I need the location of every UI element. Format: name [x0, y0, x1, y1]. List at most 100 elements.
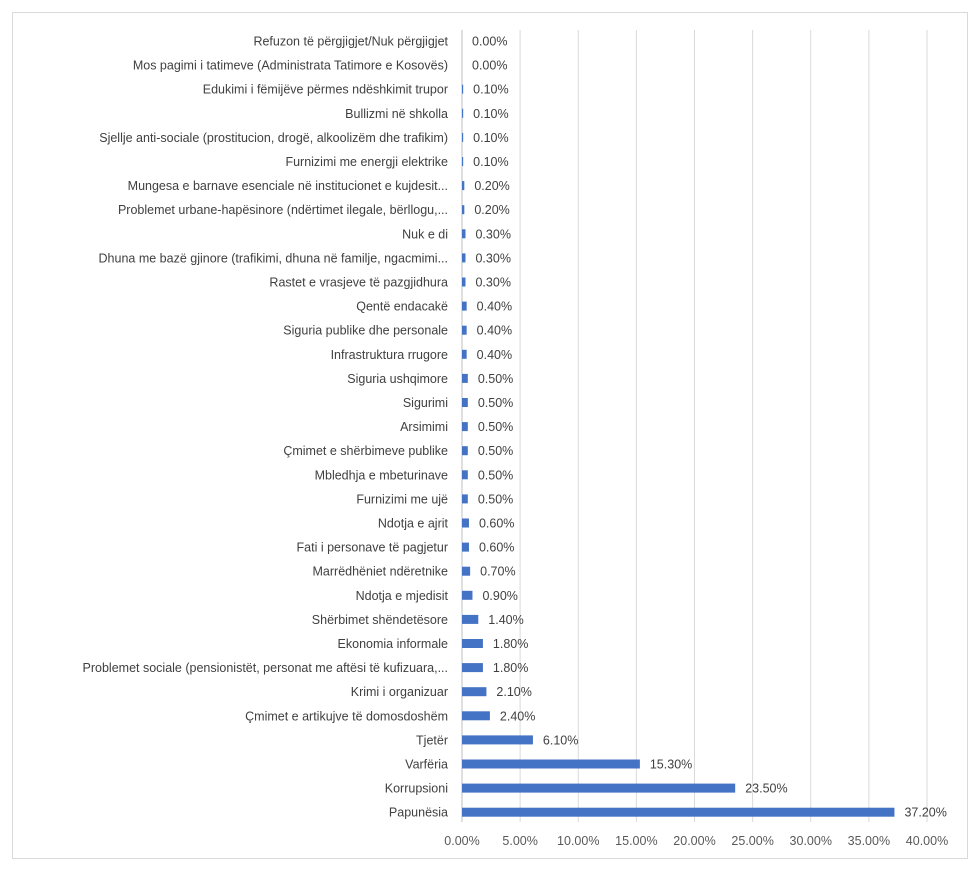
category-label: Krimi i organizuar [351, 685, 448, 699]
x-tick-label: 40.00% [906, 834, 948, 848]
x-tick-label: 25.00% [731, 834, 773, 848]
data-label: 0.30% [475, 251, 510, 265]
bar [462, 566, 471, 576]
bar [462, 349, 467, 359]
category-label: Infrastruktura rrugore [331, 348, 448, 362]
bar [462, 181, 465, 191]
category-label: Ndotja e ajrit [378, 517, 449, 531]
bar [462, 663, 483, 673]
category-label: Problemet urbane-hapësinore (ndërtimet i… [118, 203, 448, 217]
bar [462, 398, 468, 407]
data-label: 1.80% [493, 637, 528, 651]
category-label: Marrëdhëniet ndëretnike [313, 565, 449, 579]
data-label: 0.50% [478, 444, 513, 458]
category-label: Varfëria [405, 758, 448, 772]
data-label: 0.50% [478, 468, 513, 482]
bar [462, 759, 640, 769]
data-label: 0.10% [473, 83, 508, 97]
category-label: Ekonomia informale [338, 637, 449, 651]
category-label: Arsimimi [400, 420, 448, 434]
bar [462, 542, 469, 552]
category-label: Siguria publike dhe personale [283, 324, 448, 338]
category-label: Ndotja e mjedisit [356, 589, 449, 603]
x-tick-label: 15.00% [615, 834, 657, 848]
category-label: Rastet e vrasjeve të pazgjidhura [269, 276, 448, 290]
data-label: 0.50% [478, 396, 513, 410]
bar [462, 783, 736, 793]
category-label: Furnizimi me ujë [356, 492, 448, 506]
data-label: 2.10% [496, 685, 531, 699]
x-tick-label: 20.00% [673, 834, 715, 848]
category-labels: Refuzon të përgjigjet/Nuk përgjigjet Mos … [83, 35, 449, 820]
data-label: 15.30% [650, 758, 692, 772]
bar [462, 807, 895, 817]
category-label: Dhuna me bazë gjinore (trafikimi, dhuna … [99, 251, 448, 265]
bar [462, 229, 466, 239]
bar [462, 639, 483, 648]
category-label: Nuk e di [402, 227, 448, 241]
bar [462, 590, 473, 600]
x-tick-label: 5.00% [502, 834, 537, 848]
category-label: Refuzon të përgjigjet/Nuk përgjigjet [253, 35, 448, 49]
bar [462, 301, 467, 311]
category-label: Tjetër [416, 733, 448, 747]
bar [462, 205, 465, 215]
bar [462, 253, 466, 263]
data-label: 0.10% [473, 107, 508, 121]
data-label: 0.70% [480, 565, 515, 579]
x-tick-label: 10.00% [557, 834, 599, 848]
value-labels: 0.00% 0.00% 0.10% 0.10% 0.10% 0.10% 0.20% 0.20%… [472, 35, 947, 820]
category-label: Fati i personave të pagjetur [297, 541, 448, 555]
data-label: 0.50% [478, 420, 513, 434]
x-axis-ticks: 0.00% 5.00% 10.00% 15.00% 20.00% 25.00% 30.00%… [444, 834, 948, 848]
data-label: 0.40% [477, 324, 512, 338]
category-label: Korrupsioni [385, 782, 448, 796]
data-label: 0.30% [475, 276, 510, 290]
category-label: Sjellje anti-sociale (prostitucion, drog… [99, 131, 448, 145]
bar [462, 614, 479, 624]
data-label: 0.40% [477, 348, 512, 362]
data-label: 0.60% [479, 517, 514, 531]
data-label: 0.00% [472, 35, 507, 49]
bars [462, 84, 895, 817]
bar [462, 711, 490, 721]
x-tick-label: 30.00% [790, 834, 832, 848]
data-label: 0.60% [479, 541, 514, 555]
bar [462, 735, 533, 745]
bar [462, 422, 468, 432]
data-label: 0.40% [477, 300, 512, 314]
data-label: 0.90% [482, 589, 517, 603]
category-label: Çmimet e artikujve të domosdoshëm [245, 709, 448, 723]
data-label: 6.10% [543, 733, 578, 747]
bar [462, 373, 468, 383]
category-label: Problemet sociale (pensionistët, persona… [83, 661, 448, 675]
category-label: Mungesa e barnave esenciale në instituci… [128, 179, 448, 193]
data-label: 0.30% [475, 227, 510, 241]
chart-frame [12, 12, 968, 859]
bar [462, 84, 464, 94]
category-label: Edukimi i fëmijëve përmes ndëshkimit tru… [203, 83, 448, 97]
bar [462, 325, 467, 335]
category-label: Mos pagimi i tatimeve (Administrata Tati… [133, 59, 448, 73]
category-label: Furnizimi me energji elektrike [285, 155, 448, 169]
bar [462, 132, 464, 142]
data-label: 0.10% [473, 131, 508, 145]
data-label: 0.20% [474, 179, 509, 193]
bar [462, 108, 464, 118]
x-tick-label: 0.00% [444, 834, 479, 848]
data-label: 0.00% [472, 59, 507, 73]
category-label: Siguria ushqimore [347, 372, 448, 386]
category-label: Bullizmi në shkolla [345, 107, 448, 121]
bar [462, 687, 487, 697]
category-label: Çmimet e shërbimeve publike [283, 444, 448, 458]
data-label: 1.80% [493, 661, 528, 675]
bar [462, 494, 468, 504]
data-label: 37.20% [904, 806, 946, 820]
x-tick-label: 35.00% [848, 834, 890, 848]
category-label: Mbledhja e mbeturinave [315, 468, 448, 482]
bar [462, 157, 464, 166]
bar [462, 518, 469, 528]
bar [462, 470, 468, 480]
data-label: 0.10% [473, 155, 508, 169]
